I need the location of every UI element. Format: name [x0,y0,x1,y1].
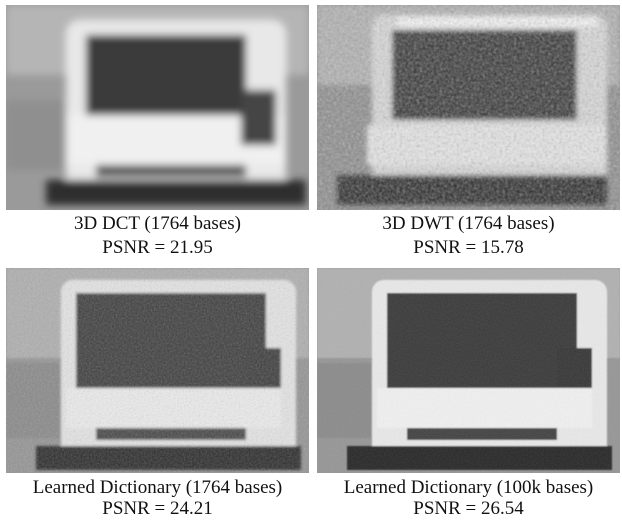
caption-method: Learned Dictionary (100k bases) [343,477,594,498]
truck-reconstruction-image [317,5,620,210]
caption-psnr: PSNR = 26.54 [413,498,524,519]
truck-reconstruction-image [317,268,620,473]
truck-reconstruction-image [6,5,309,210]
caption-method: 3D DWT (1764 bases) [382,213,555,234]
caption-method: 3D DCT (1764 bases) [74,213,241,234]
caption-psnr: PSNR = 15.78 [413,237,524,258]
caption-psnr: PSNR = 24.21 [102,498,213,519]
caption-method: Learned Dictionary (1764 bases) [32,477,283,498]
caption-psnr: PSNR = 21.95 [102,237,213,258]
truck-reconstruction-image [6,268,309,473]
